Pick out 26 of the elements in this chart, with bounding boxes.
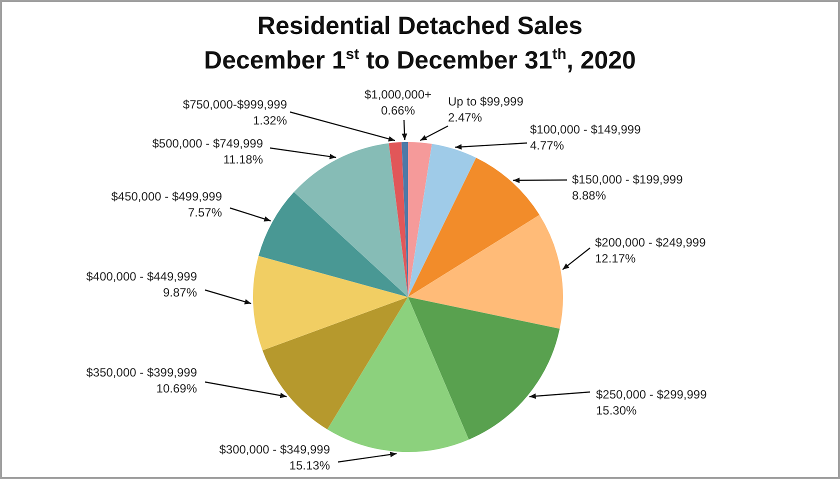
data-label: 2.47% (448, 110, 482, 124)
slice-label: $1,000,000+ (364, 87, 432, 102)
chart-subtitle: December 1$^{st}$ to December 31$^{th}$, 2020 (203, 46, 637, 76)
data-label: 7.57% (188, 205, 222, 220)
slice-label: $200,000 - $249,999 (595, 235, 706, 250)
slice-label: Up to $99,999 (448, 94, 524, 108)
data-label: 4.77% (530, 138, 564, 152)
slice-label: $350,000 - $399,999 (86, 365, 198, 380)
slice-label: $300,000 - $349,999 (219, 442, 330, 456)
slice-label: $450,000 - $499,999 (111, 189, 222, 204)
slice-label: $500,000 - $749,999 (152, 136, 264, 150)
data-label: 0.66% (380, 103, 416, 118)
slice-label: $150,000 - $199,999 (572, 172, 684, 186)
data-label: 12.17% (595, 251, 636, 266)
slice-label: $400,000 - $449,999 (86, 269, 198, 284)
data-label: 8.88% (572, 188, 606, 202)
data-label: 10.69% (156, 381, 198, 396)
data-label: 1.32% (252, 113, 288, 128)
data-label: 15.30% (596, 403, 638, 418)
slice-label: $750,000-$999,999 (182, 97, 288, 112)
chart-title: Residential Detached Sales (256, 12, 584, 41)
data-label: 11.18% (223, 152, 264, 166)
data-label: 9.87% (162, 285, 198, 300)
slice-label: $250,000 - $299,999 (596, 387, 708, 402)
data-label: 15.13% (289, 458, 330, 472)
slice-label: $100,000 - $149,999 (530, 122, 642, 136)
